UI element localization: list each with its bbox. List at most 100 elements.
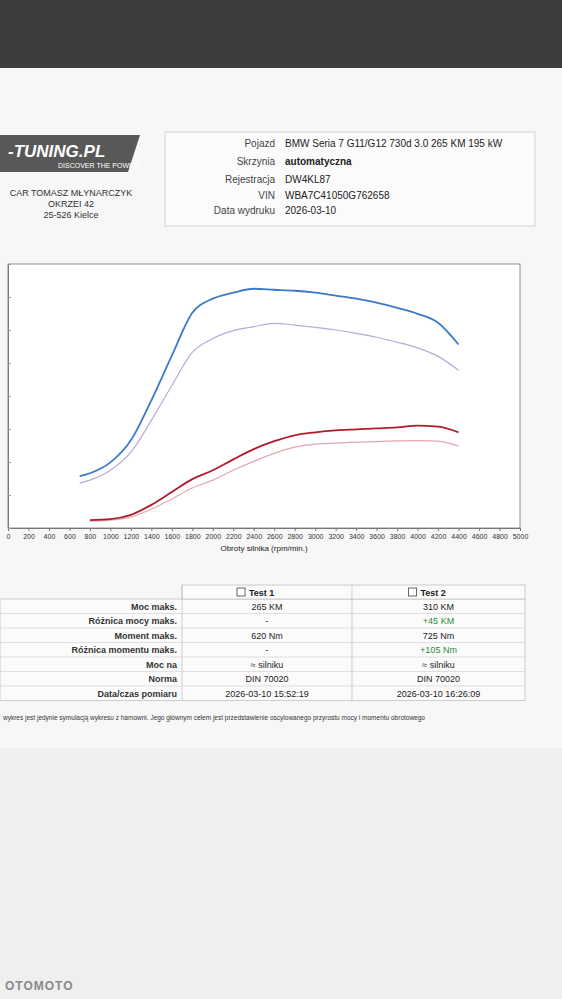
- x-tick: 5000: [513, 528, 529, 540]
- x-tick: 800: [85, 528, 97, 540]
- x-tick-mark: [69, 528, 70, 531]
- x-tick: 2600: [267, 528, 283, 540]
- x-tick-mark: [520, 528, 521, 531]
- y-tick: [8, 330, 11, 331]
- cell: +105 Nm: [420, 645, 457, 655]
- x-tick: 600: [64, 528, 76, 540]
- cell: 620 Nm: [251, 631, 283, 641]
- cell: DIN 70020: [417, 674, 460, 684]
- y-tick: [8, 396, 11, 397]
- plot-frame: [8, 264, 520, 528]
- x-tick-label: 5000: [513, 533, 529, 540]
- series-line: [90, 426, 459, 520]
- x-tick-mark: [131, 528, 132, 531]
- x-tick-label: 3400: [349, 533, 365, 540]
- info-value: WBA7C41050G762658: [285, 190, 390, 201]
- canvas: -TUNING.PLDISCOVER THE POWERCAR TOMASZ M…: [0, 0, 562, 999]
- x-tick-mark: [274, 528, 275, 531]
- company-line: CAR TOMASZ MŁYNARCZYK: [10, 188, 133, 198]
- x-tick: 4600: [472, 528, 488, 540]
- y-tick-mark: [8, 429, 11, 430]
- y-tick-mark: [8, 495, 11, 496]
- x-tick: 1400: [144, 528, 160, 540]
- x-tick-mark: [459, 528, 460, 531]
- y-tick: [8, 297, 11, 298]
- x-tick-mark: [295, 528, 296, 531]
- x-tick-label: 1000: [103, 533, 119, 540]
- x-tick-mark: [336, 528, 337, 531]
- cell: -: [266, 645, 269, 655]
- company-line: 25-526 Kielce: [43, 210, 98, 220]
- x-tick-label: 400: [44, 533, 56, 540]
- info-box: [165, 132, 535, 226]
- x-tick-mark: [397, 528, 398, 531]
- table-row-line: [0, 628, 525, 629]
- cell: 2026-03-10 16:26:09: [397, 689, 481, 699]
- x-tick-label: 0: [7, 533, 11, 540]
- table-row-line: [0, 613, 525, 614]
- row-label: Moc na: [146, 660, 178, 670]
- x-tick: 2800: [287, 528, 303, 540]
- cell: +45 KM: [423, 616, 454, 626]
- x-tick-mark: [500, 528, 501, 531]
- x-tick: 4800: [492, 528, 508, 540]
- page: -TUNING.PLDISCOVER THE POWERCAR TOMASZ M…: [0, 0, 562, 999]
- background-top: [0, 0, 562, 68]
- x-tick-mark: [315, 528, 316, 531]
- cell: 310 KM: [423, 602, 454, 612]
- x-tick-mark: [356, 528, 357, 531]
- x-tick-mark: [172, 528, 173, 531]
- info-value: BMW Seria 7 G11/G12 730d 3.0 265 KM 195 …: [285, 138, 503, 149]
- info-label: Skrzynia: [237, 156, 276, 167]
- x-tick-label: 1800: [185, 533, 201, 540]
- x-tick-mark: [479, 528, 480, 531]
- x-tick-label: 200: [23, 533, 35, 540]
- y-tick: [8, 462, 11, 463]
- x-tick-mark: [110, 528, 111, 531]
- y-axis-line: [9, 265, 12, 529]
- x-tick-label: 4800: [492, 533, 508, 540]
- paper: [0, 0, 562, 999]
- x-tick-mark: [49, 528, 50, 531]
- y-tick-mark: [8, 528, 11, 529]
- info-label: VIN: [258, 190, 275, 201]
- cell: ≈ silniku: [251, 660, 283, 670]
- table-head: [182, 585, 525, 599]
- x-tick-label: 1600: [165, 533, 181, 540]
- cell: 265 KM: [251, 602, 282, 612]
- y-tick-mark: [8, 297, 11, 298]
- x-tick: 1800: [185, 528, 201, 540]
- info-label: Data wydruku: [214, 205, 275, 216]
- y-axis: [8, 265, 11, 529]
- x-tick-label: 3000: [308, 533, 324, 540]
- x-axis-line: [9, 529, 521, 532]
- cell: 2026-03-10 15:52:19: [225, 689, 309, 699]
- x-tick-label: 1400: [144, 533, 160, 540]
- y-tick-mark: [8, 264, 11, 265]
- row-label: Data/czas pomiaru: [97, 689, 177, 699]
- company-line: OKRZEI 42: [48, 199, 94, 209]
- x-tick-label: 2200: [226, 533, 242, 540]
- row-label: Różnica momentu maks.: [71, 645, 177, 655]
- x-tick-mark: [438, 528, 439, 531]
- x-tick-label: 4600: [472, 533, 488, 540]
- x-tick-label: 3600: [369, 533, 385, 540]
- x-tick: 2400: [246, 528, 262, 540]
- note: wykres jest jedynie symulacją wykresu z …: [2, 714, 425, 722]
- x-tick: 4200: [431, 528, 447, 540]
- row-label: Norma: [148, 674, 178, 684]
- y-tick-mark: [8, 330, 11, 331]
- info-label: Rejestracja: [225, 174, 275, 185]
- column-head: Test 1: [249, 588, 274, 598]
- x-tick: 3400: [349, 528, 365, 540]
- cell: DIN 70020: [245, 674, 288, 684]
- cell: ≈ silniku: [422, 660, 454, 670]
- x-tick: 200: [23, 528, 35, 540]
- x-axis: 0200400600800100012001400160018002000220…: [7, 528, 529, 540]
- x-tick-mark: [213, 528, 214, 531]
- logo-text: -TUNING.PL: [8, 142, 105, 161]
- plot-lines: [80, 289, 459, 521]
- series-line: [80, 323, 459, 483]
- x-tick-label: 2800: [287, 533, 303, 540]
- cell: 725 Nm: [423, 631, 455, 641]
